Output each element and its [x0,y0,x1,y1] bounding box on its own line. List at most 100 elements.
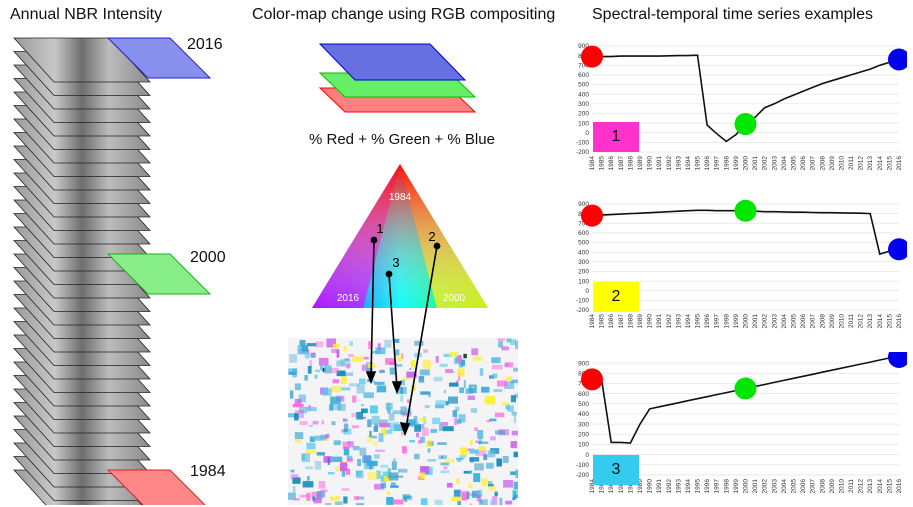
y-tick-label: 600 [578,72,589,79]
map-pixel-patch [511,430,518,436]
map-pixel-patch [376,349,380,353]
map-pixel-patch [465,388,473,394]
map-pixel-patch [432,417,441,425]
map-pixel-patch [308,424,313,427]
map-pixel-patch [380,369,385,372]
map-pixel-patch [345,364,351,369]
map-pixel-patch [510,471,518,475]
map-pixel-patch [515,469,518,479]
map-pixel-patch [314,374,318,379]
x-tick-label: 1999 [733,479,740,494]
map-pixel-patch [395,364,403,367]
map-pixel-patch [301,345,309,352]
map-pixel-patch [424,405,430,409]
map-pixel-patch [414,352,422,358]
map-pixel-patch [449,382,459,387]
map-pixel-patch [345,418,348,422]
map-pixel-patch [440,470,450,474]
x-tick-label: 1998 [723,314,730,329]
nbr-layer-stack [13,37,212,505]
map-pixel-patch [348,441,354,448]
map-pixel-patch [340,462,348,472]
map-pixel-patch [332,456,343,462]
map-pixel-patch [314,461,322,470]
map-pixel-patch [345,468,351,475]
x-tick-label: 2004 [781,314,788,329]
map-pixel-patch [514,393,518,399]
y-tick-label: 200 [578,432,589,439]
map-pixel-patch [292,403,304,408]
map-pixel-patch [504,381,515,389]
map-pixel-patch [355,470,364,479]
map-pixel-patch [343,346,347,352]
map-pixel-patch [504,362,514,368]
layer-1984 [106,469,206,505]
map-pixel-patch [491,364,503,370]
marker-1984 [581,368,603,391]
x-tick-label: 1991 [656,156,663,171]
map-pixel-patch [344,372,354,376]
map-pixel-patch [378,433,384,442]
map-pixel-patch [495,430,506,435]
marker-2016 [888,238,907,261]
map-pixel-patch [290,469,295,473]
map-pixel-patch [301,453,306,461]
map-pixel-patch [490,436,496,441]
series-line [592,356,900,444]
map-pixel-patch [328,472,335,475]
map-pixel-patch [343,446,350,456]
x-tick-label: 2003 [771,314,778,329]
x-tick-label: 1996 [704,156,711,171]
x-tick-label: 1989 [637,479,644,494]
map-pixel-patch [507,405,514,412]
x-tick-label: 2012 [858,156,865,171]
map-pixel-patch [375,449,385,452]
map-pixel-patch [457,368,465,377]
map-pixel-patch [306,343,317,347]
map-pixel-patch [388,413,395,421]
map-pixel-patch [355,503,365,505]
x-tick-label: 1988 [627,314,634,329]
y-tick-label: -200 [576,149,589,156]
map-pixel-patch [479,499,488,505]
map-pixel-patch [513,415,516,424]
map-pixel-patch [359,447,367,456]
y-tick-label: 200 [578,269,589,276]
map-pixel-patch [375,347,386,355]
map-pixel-patch [471,348,479,356]
map-pixel-patch [513,367,518,372]
map-pixel-patch [293,498,300,501]
map-pixel-patch [505,500,513,505]
map-pixel-patch [318,481,326,489]
map-pixel-patch [394,475,404,478]
year-label-2000: 2000 [190,249,226,266]
map-pixel-patch [306,492,311,501]
map-pixel-patch [362,455,372,464]
map-pixel-patch [292,486,296,493]
map-pixel-patch [449,352,459,357]
map-pixel-patch [499,497,503,505]
map-pixel-patch [349,341,353,346]
y-tick-label: 600 [578,391,589,398]
map-pixel-patch [457,459,462,462]
map-pixel-patch [437,442,447,445]
map-pixel-patch [510,339,516,346]
map-pixel-patch [501,346,509,351]
layer-2000 [106,253,212,295]
map-pixel-patch [312,420,319,425]
x-tick-label: 2011 [848,156,855,170]
x-tick-label: 2013 [867,156,874,171]
map-pixel-patch [335,466,344,472]
y-tick-label: 400 [578,91,589,98]
x-tick-label: 2016 [896,314,903,329]
map-pixel-patch [477,430,484,439]
map-pixel-patch [502,401,509,407]
map-pixel-patch [329,367,339,374]
map-pixel-patch [498,341,503,348]
map-pixel-patch [458,414,466,423]
x-tick-label: 2002 [762,156,769,171]
map-pixel-patch [407,399,411,403]
x-tick-label: 2008 [819,479,826,494]
map-pixel-patch [371,415,380,425]
map-pixel-patch [336,370,346,377]
